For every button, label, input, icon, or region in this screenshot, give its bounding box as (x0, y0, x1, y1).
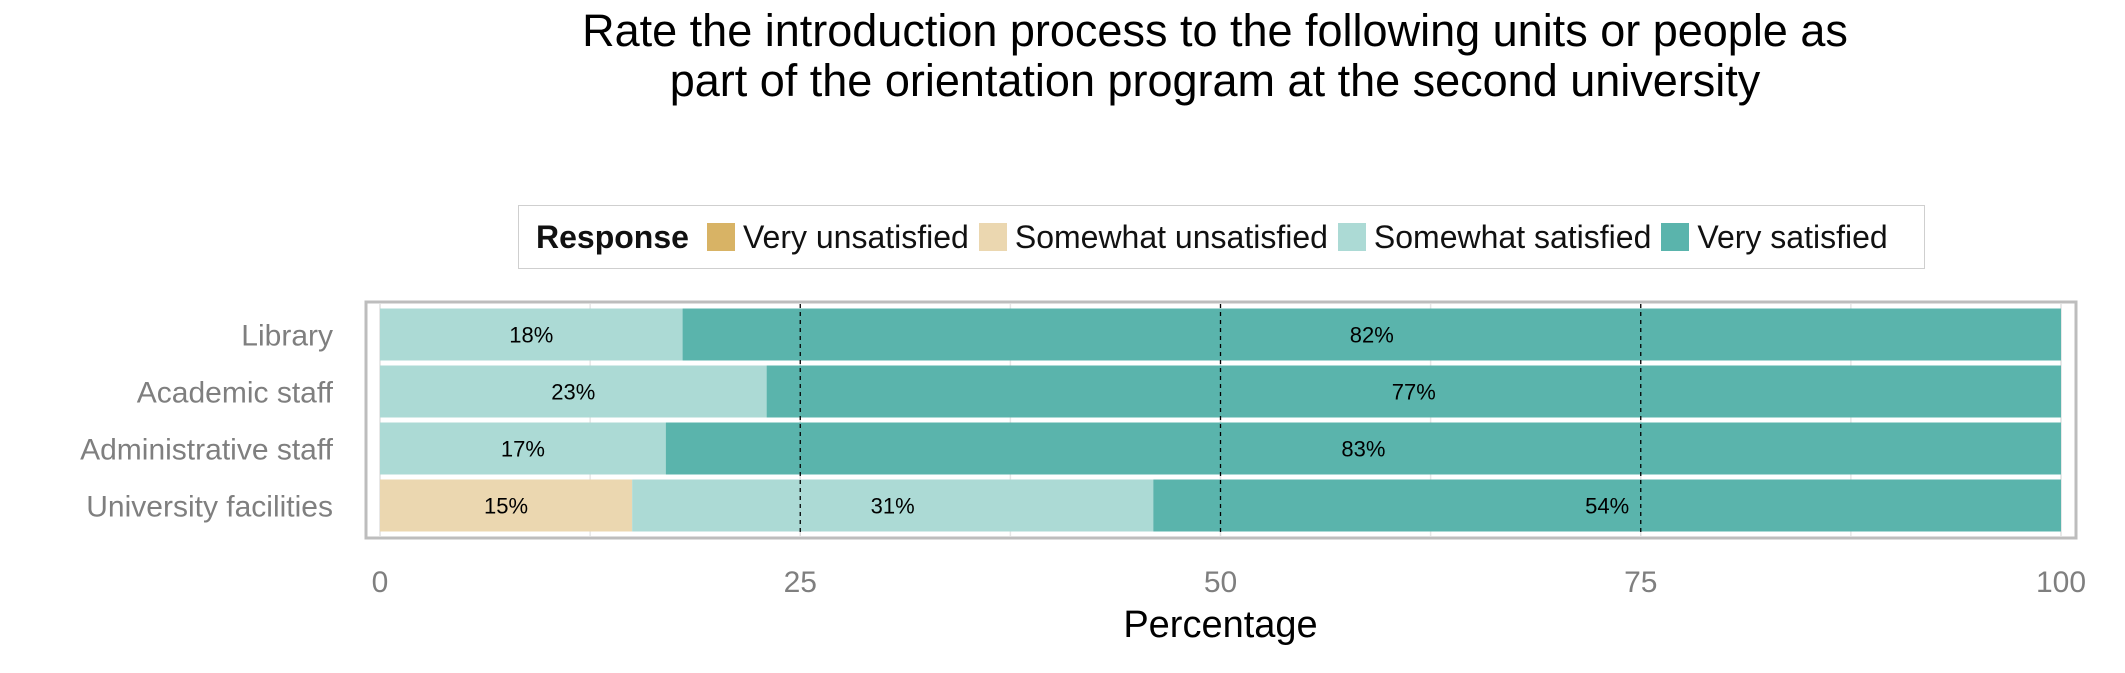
bar-segment (682, 308, 2061, 361)
bar-segment (380, 422, 666, 475)
bar-segment (380, 365, 767, 418)
bar-segment (1153, 479, 2061, 532)
legend-swatch (1337, 223, 1366, 251)
y-tick-label: Academic staff (137, 377, 334, 410)
legend-swatch (978, 223, 1007, 251)
data-label: 31% (871, 494, 915, 519)
data-label: 77% (1392, 380, 1436, 405)
bar-segment (766, 365, 2061, 418)
y-tick-label: Administrative staff (80, 434, 334, 467)
legend-item-very-satisfied: Very satisfied (1661, 218, 1888, 256)
data-label: 54% (1585, 494, 1629, 519)
y-tick-label: Library (241, 320, 333, 353)
legend: Response Very unsatisfied Somewhat unsat… (518, 205, 1925, 269)
data-label: 82% (1350, 323, 1394, 348)
x-tick-label: 50 (1204, 566, 1237, 599)
data-label: 23% (551, 380, 595, 405)
x-axis-title: Percentage (1123, 604, 1317, 646)
legend-title: Response (536, 218, 689, 255)
plot-border (364, 300, 2078, 540)
bar-segment (380, 308, 683, 361)
data-label: 18% (509, 323, 553, 348)
x-tick-label: 75 (1624, 566, 1657, 599)
legend-label: Very satisfied (1697, 218, 1888, 255)
data-label: 17% (501, 437, 545, 462)
legend-item-somewhat-unsatisfied: Somewhat unsatisfied (978, 218, 1328, 256)
y-tick-label: University facilities (86, 491, 333, 524)
legend-label: Very unsatisfied (742, 218, 969, 255)
legend-swatch (706, 223, 735, 251)
data-label: 83% (1341, 437, 1385, 462)
x-tick-label: 100 (2036, 566, 2086, 599)
legend-label: Somewhat unsatisfied (1014, 218, 1328, 255)
x-tick-label: 25 (784, 566, 817, 599)
bar-segment (632, 479, 1154, 532)
legend-item-somewhat-satisfied: Somewhat satisfied (1337, 218, 1652, 256)
x-tick-label: 0 (372, 566, 389, 599)
data-label: 15% (484, 494, 528, 519)
chart-title: Rate the introduction process to the fol… (582, 5, 1848, 106)
bar-segment (380, 479, 633, 532)
legend-item-very-unsatisfied: Very unsatisfied (706, 218, 969, 256)
bar-segment (665, 422, 2061, 475)
legend-label: Somewhat satisfied (1373, 218, 1652, 255)
legend-swatch (1661, 223, 1690, 251)
